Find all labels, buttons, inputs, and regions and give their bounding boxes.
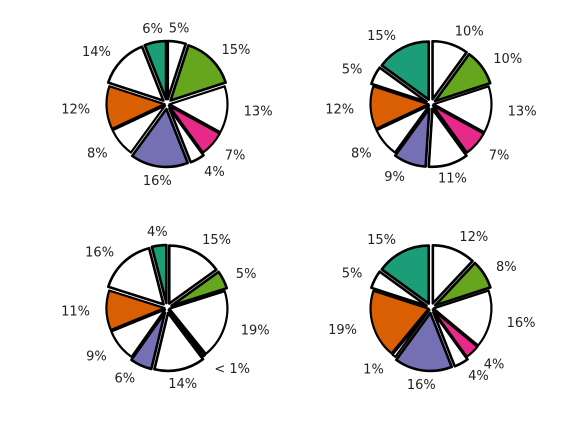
pie-top-right-slice-7	[369, 85, 430, 130]
pie-bottom-right-slice-5	[394, 311, 454, 373]
pie-top-right-slice-0	[431, 39, 468, 101]
pie-top-right-slice-8	[370, 66, 428, 104]
pie-bottom-right-slice-8	[370, 270, 428, 308]
pie-top-left-slice-6	[111, 104, 167, 154]
pie-top-right-label-8: 5%	[342, 63, 363, 78]
pie-bottom-right-slice-1	[433, 261, 492, 307]
pie-bottom-left-label-3: < 1%	[214, 362, 250, 377]
pie-chart-top-left: 5% 15% 13% 7%4% 16% 8% 12% 14% 6%	[61, 21, 272, 188]
pie-bottom-left-label-7: 11%	[61, 305, 90, 320]
pie-bottom-right-label-6: 1%	[363, 362, 384, 377]
pie-top-right-label-1: 10%	[493, 52, 522, 67]
pie-top-left-slice-0	[166, 39, 188, 101]
pie-top-left-label-8: 14%	[82, 45, 111, 60]
pie-top-left-label-4: 4%	[204, 165, 225, 180]
pie-bottom-right-slice-2	[432, 289, 493, 347]
pie-bottom-left-slice-7	[105, 289, 166, 332]
pie-top-right-slice-9	[380, 40, 431, 101]
pie-top-left-label-6: 8%	[87, 147, 108, 162]
pie-top-left-slice-2	[168, 85, 229, 134]
pie-bottom-right-label-5: 16%	[407, 378, 436, 393]
pie-top-right-label-5: 9%	[384, 170, 405, 185]
pie-top-left-slice-9	[143, 39, 168, 101]
pie-chart-bottom-left: 15% 5% 19% < 1% 14% 6% 9% 11% 16% 4%	[61, 225, 269, 392]
pie-top-left-slice-7	[105, 85, 166, 130]
pie-bottom-right-label-1: 8%	[496, 260, 517, 275]
pie-bottom-right-slice-0	[431, 244, 474, 305]
pie-top-left-label-0: 5%	[169, 21, 190, 36]
pie-top-right-slice-2	[432, 85, 493, 134]
pie-bottom-right-label-3: 4%	[484, 358, 505, 373]
pie-bottom-left-label-8: 16%	[85, 246, 114, 261]
pie-top-left-slice-8	[106, 45, 165, 102]
pie-bottom-right-slice-7	[369, 289, 430, 355]
pie-chart-bottom-right: 12% 8% 16% 4%4% 16% 1% 19% 5% 15%	[328, 230, 535, 393]
pie-bottom-right-slice-9	[380, 244, 431, 305]
pie-bottom-right-slice-4	[432, 311, 469, 368]
pie-top-left-label-5: 16%	[143, 174, 172, 189]
pie-top-right-label-7: 12%	[325, 102, 354, 117]
pie-top-left-label-9: 6%	[142, 22, 163, 37]
pie-bottom-left-label-6: 9%	[86, 349, 107, 364]
pie-chart-top-right: 10% 10% 13% 7% 11% 9% 8% 12% 5% 15%	[325, 24, 536, 186]
pie-bottom-left-slice-8	[106, 246, 165, 306]
pie-bottom-right-slice-6	[391, 308, 431, 358]
pie-top-right-label-6: 8%	[351, 147, 372, 162]
pie-top-right-slice-5	[393, 107, 431, 168]
pie-bottom-left-label-5: 6%	[115, 372, 136, 387]
pie-bottom-left-slice-0	[167, 244, 218, 305]
pie-bottom-left-slice-9	[150, 243, 168, 305]
pie-bottom-left-slice-1	[170, 270, 229, 308]
pie-bottom-left-slice-2	[168, 290, 229, 355]
pie-top-left-slice-1	[169, 44, 227, 102]
pie-bottom-right-label-9: 15%	[367, 233, 396, 248]
pie-bottom-right-label-0: 12%	[459, 230, 488, 245]
pie-bottom-left-slice-5	[130, 311, 167, 371]
pie-bottom-right-label-7: 19%	[328, 323, 357, 338]
pie-bottom-left-label-0: 15%	[202, 233, 231, 248]
pie-top-right-slice-6	[375, 104, 431, 154]
pie-top-left-label-1: 15%	[221, 43, 250, 58]
pie-bottom-left-slice-4	[153, 311, 205, 373]
pie-bottom-left-slice-3	[167, 308, 207, 358]
pie-top-left-slice-4	[168, 107, 205, 164]
pie-top-left-label-7: 12%	[61, 102, 90, 117]
pie-bottom-right-label-4: 4%	[468, 369, 489, 384]
pie-top-right-slice-3	[431, 104, 485, 154]
pie-top-right-label-0: 10%	[455, 24, 484, 39]
pie-top-right-label-3: 7%	[489, 148, 510, 163]
pie-bottom-right-label-8: 5%	[342, 267, 363, 282]
pie-bottom-left-label-2: 19%	[241, 324, 270, 339]
pie-top-right-slice-1	[433, 52, 492, 103]
pie-bottom-right-label-2: 16%	[507, 316, 536, 331]
pie-top-right-slice-4	[427, 107, 468, 169]
pie-bottom-left-slice-6	[110, 308, 167, 359]
pie-bottom-left-label-9: 4%	[147, 225, 168, 240]
pie-bottom-left-label-4: 14%	[168, 377, 197, 392]
pie-top-right-label-9: 15%	[367, 29, 396, 44]
pie-top-left-label-3: 7%	[225, 148, 246, 163]
pie-top-left-slice-5	[130, 107, 190, 169]
pie-top-left-label-2: 13%	[244, 105, 273, 120]
pie-top-right-label-2: 13%	[508, 105, 537, 120]
pie-top-right-label-4: 11%	[438, 171, 467, 186]
pie-bottom-left-label-1: 5%	[236, 267, 257, 282]
